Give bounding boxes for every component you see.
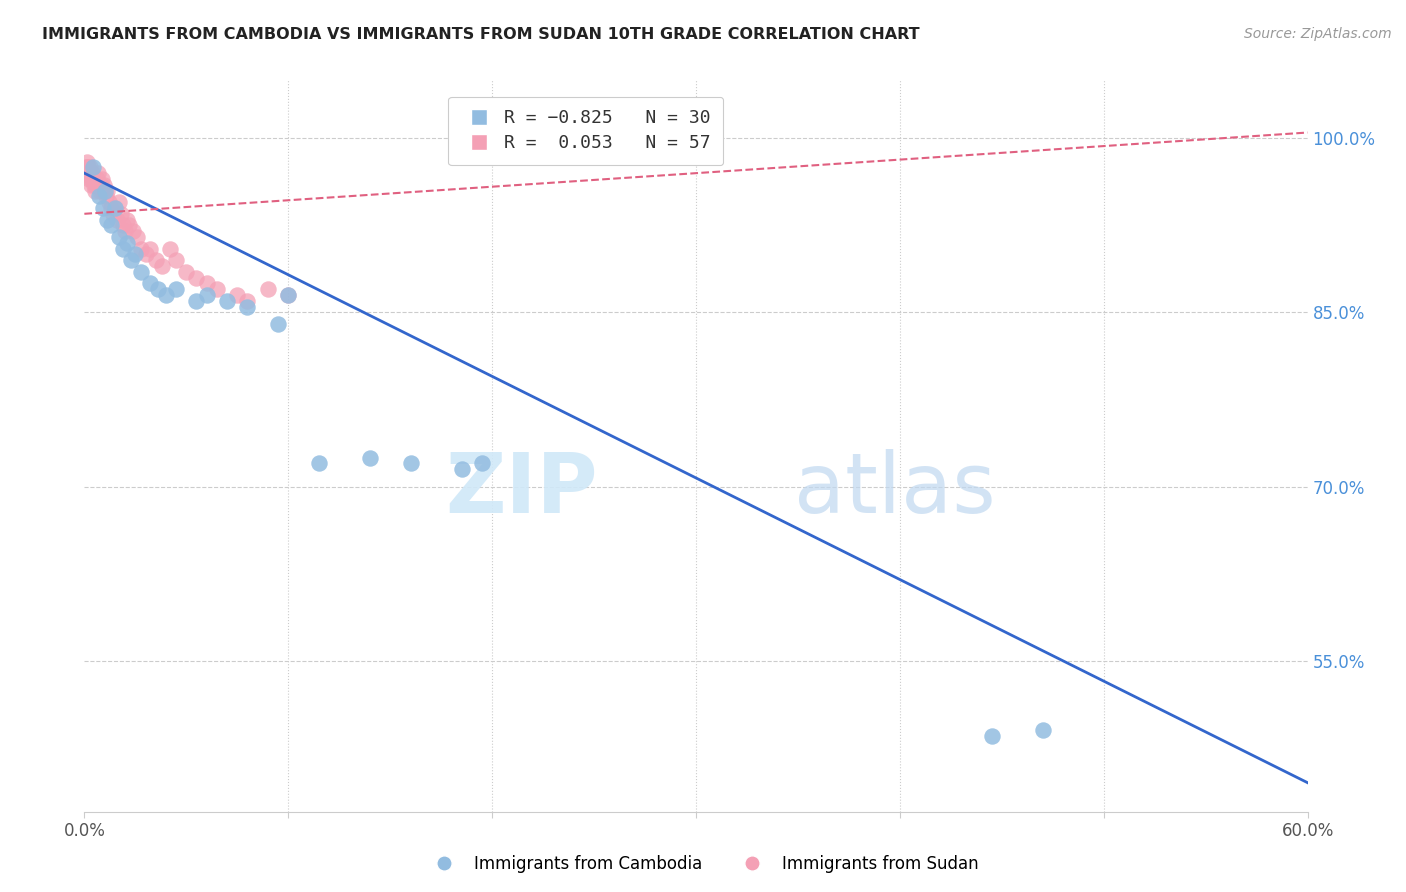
Point [75, 166, 97, 180]
Point [165, 253, 187, 268]
Point [79, 161, 101, 175]
Point [76, 154, 98, 169]
Point [110, 207, 132, 221]
Point [77, 166, 100, 180]
Point [115, 212, 138, 227]
Point [75, 161, 97, 175]
Point [124, 247, 146, 261]
Point [205, 282, 228, 296]
Point [155, 288, 177, 302]
Point [120, 253, 142, 268]
Point [97, 195, 120, 210]
Point [75, 166, 97, 180]
Point [146, 282, 169, 296]
Point [471, 457, 494, 471]
Legend: R = −0.825   N = 30, R =  0.053   N = 57: R = −0.825 N = 30, R = 0.053 N = 57 [449, 96, 723, 165]
Point [195, 277, 218, 291]
Point [226, 288, 249, 302]
Point [267, 317, 290, 331]
Point [450, 462, 472, 476]
Point [86, 172, 108, 186]
Point [135, 247, 157, 261]
Point [108, 230, 131, 244]
Point [93, 184, 115, 198]
Point [138, 277, 160, 291]
Text: IMMIGRANTS FROM CAMBODIA VS IMMIGRANTS FROM SUDAN 10TH GRADE CORRELATION CHART: IMMIGRANTS FROM CAMBODIA VS IMMIGRANTS F… [42, 27, 920, 42]
Point [100, 201, 122, 215]
Point [127, 230, 149, 244]
Point [277, 288, 299, 302]
Point [87, 178, 110, 192]
Point [93, 178, 115, 192]
Point [86, 166, 108, 180]
Point [90, 172, 112, 186]
Point [131, 265, 153, 279]
Point [1032, 723, 1054, 738]
Point [105, 212, 128, 227]
Point [83, 178, 105, 192]
Point [91, 201, 114, 215]
Point [174, 265, 197, 279]
Point [104, 201, 127, 215]
Text: ZIP: ZIP [446, 450, 598, 531]
Point [217, 293, 239, 308]
Point [96, 184, 118, 198]
Point [82, 166, 104, 180]
Point [77, 172, 100, 186]
Point [96, 212, 118, 227]
Point [79, 166, 101, 180]
Legend: Immigrants from Cambodia, Immigrants from Sudan: Immigrants from Cambodia, Immigrants fro… [420, 848, 986, 880]
Point [87, 189, 110, 203]
Text: atlas: atlas [794, 450, 995, 531]
Point [76, 161, 98, 175]
Point [186, 293, 208, 308]
Point [89, 184, 111, 198]
Point [165, 282, 187, 296]
Point [236, 293, 259, 308]
Point [131, 242, 153, 256]
Point [236, 300, 259, 314]
Point [145, 253, 167, 268]
Point [77, 161, 100, 175]
Point [83, 184, 105, 198]
Point [138, 242, 160, 256]
Point [186, 270, 208, 285]
Point [399, 457, 422, 471]
Point [79, 166, 101, 180]
Point [80, 178, 103, 192]
Point [84, 178, 107, 192]
Point [101, 207, 124, 221]
Point [150, 259, 173, 273]
Point [100, 219, 122, 233]
Point [82, 161, 104, 175]
Point [257, 282, 280, 296]
Point [308, 457, 330, 471]
Point [82, 172, 104, 186]
Point [114, 224, 136, 238]
Point [359, 450, 381, 465]
Point [108, 195, 131, 210]
Text: Source: ZipAtlas.com: Source: ZipAtlas.com [1244, 27, 1392, 41]
Point [159, 242, 181, 256]
Point [112, 219, 135, 233]
Point [93, 184, 115, 198]
Point [115, 235, 138, 250]
Point [122, 224, 145, 238]
Point [195, 288, 218, 302]
Point [90, 178, 112, 192]
Point [118, 219, 141, 233]
Point [104, 201, 127, 215]
Point [91, 184, 114, 198]
Point [980, 729, 1002, 743]
Point [80, 172, 103, 186]
Point [94, 189, 117, 203]
Point [112, 242, 135, 256]
Point [277, 288, 299, 302]
